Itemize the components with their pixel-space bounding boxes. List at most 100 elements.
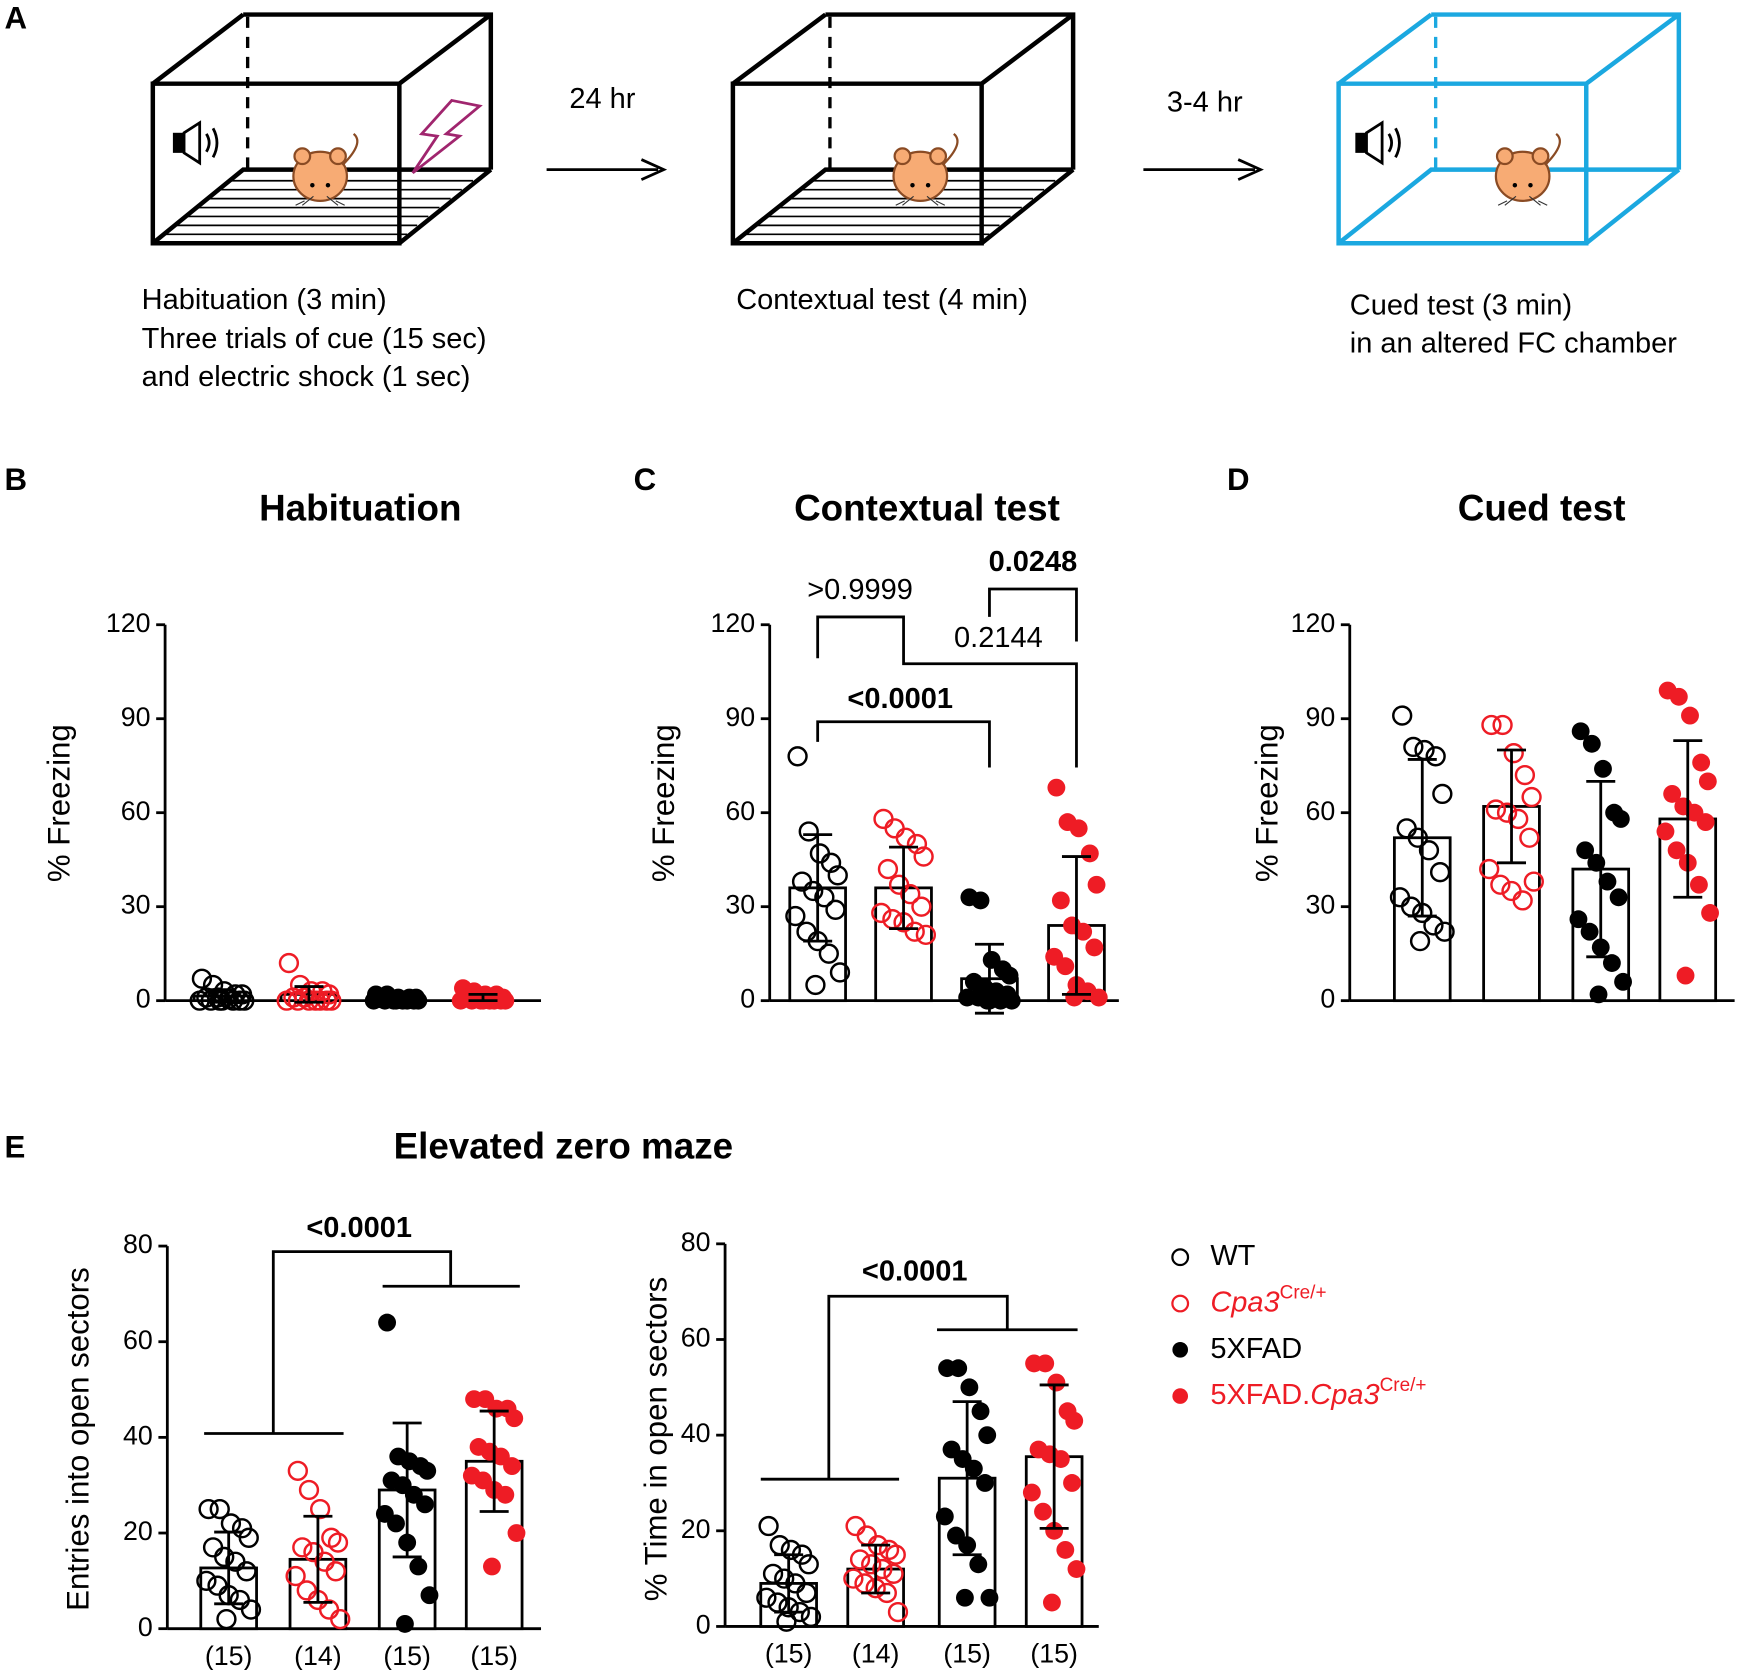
error-bar [294, 985, 324, 1004]
y-tick-label: 90 [1305, 702, 1335, 732]
data-point [214, 1546, 235, 1568]
chamber-2 [730, 12, 1076, 246]
arrow [546, 158, 668, 181]
data-point [1602, 954, 1621, 972]
data-point [1045, 1521, 1064, 1540]
data-point [1512, 890, 1533, 911]
data-point [409, 991, 428, 1010]
data-point [496, 991, 515, 1010]
data-point [1614, 972, 1632, 991]
data-point [1676, 966, 1695, 985]
data-point [1681, 706, 1699, 725]
error-bar [1497, 748, 1527, 865]
data-point [976, 1474, 994, 1492]
y-tick-label: 60 [121, 796, 151, 826]
data-point [978, 1426, 997, 1445]
y-tick-label: 80 [123, 1229, 153, 1259]
caption: and electric shock (1 sec) [142, 361, 471, 393]
error-bar [974, 942, 1004, 1015]
data-point [904, 921, 925, 942]
legend-text: 5XFAD. [1210, 1379, 1310, 1411]
data-point [1656, 822, 1675, 841]
y-axis-label: % Freezing [1250, 724, 1285, 882]
data-point [861, 1554, 882, 1575]
data-point [325, 1561, 346, 1582]
legend-text: Cre/+ [1280, 1282, 1327, 1303]
data-point [798, 821, 819, 842]
data-point [969, 1555, 988, 1574]
data-point [507, 1524, 526, 1542]
data-point [483, 1557, 501, 1576]
data-point [418, 1461, 437, 1480]
interval-label: 24 hr [569, 83, 635, 115]
data-point [191, 968, 213, 989]
data-point [198, 1498, 219, 1520]
data-point [913, 846, 934, 867]
data-point [906, 833, 928, 855]
error-bar [479, 1409, 509, 1513]
p-value: 0.0248 [989, 546, 1078, 578]
data-point [820, 852, 842, 873]
data-point [1056, 1541, 1075, 1559]
data-point [1074, 922, 1093, 941]
y-tick-label: 0 [740, 984, 755, 1014]
data-point [911, 896, 932, 917]
data-point [1587, 853, 1606, 872]
data-point [960, 1378, 979, 1397]
data-point [1589, 985, 1608, 1004]
x-tick-label: (15) [383, 1641, 431, 1670]
y-tick-label: 0 [136, 984, 151, 1014]
data-point [1089, 988, 1108, 1007]
data-point [827, 865, 848, 886]
data-point [978, 991, 997, 1010]
data-point [200, 990, 221, 1011]
data-point [955, 1588, 974, 1607]
error-bar [392, 1421, 422, 1559]
error-bar [1061, 855, 1091, 996]
y-axis-label: % Time in open sectors [638, 1277, 673, 1601]
caption: Contextual test (4 min) [736, 284, 1028, 316]
data-point [1490, 874, 1511, 895]
data-point [1002, 991, 1021, 1010]
data-point [871, 902, 892, 924]
x-tick-label: (15) [765, 1639, 813, 1669]
data-point [409, 1557, 428, 1576]
data-point [776, 1611, 797, 1632]
error-bar [1039, 1383, 1069, 1530]
chart-title: Contextual test [794, 488, 1060, 529]
data-point [1689, 875, 1708, 894]
error-bar [1586, 779, 1616, 959]
data-point [1432, 783, 1453, 805]
y-tick-label: 90 [121, 702, 151, 732]
data-point [1698, 772, 1717, 791]
data-point [1508, 808, 1529, 830]
data-point [1042, 1593, 1061, 1612]
data-point [1063, 1474, 1081, 1492]
data-point [1051, 891, 1070, 910]
data-point [1609, 888, 1628, 907]
y-axis-label: % Freezing [42, 724, 77, 882]
data-point [829, 962, 851, 983]
comparison-bracket [816, 720, 991, 768]
data-point [883, 1563, 904, 1584]
data-point [321, 990, 342, 1011]
data-point [1065, 988, 1084, 1007]
data-point [196, 1570, 217, 1592]
legend-text: WT [1210, 1240, 1255, 1272]
data-point [216, 1608, 237, 1630]
data-point [1701, 904, 1719, 922]
data-point [1056, 957, 1075, 976]
error-bar [889, 845, 919, 930]
comparison-bracket [988, 587, 1078, 642]
data-point [1434, 921, 1455, 942]
data-point [756, 1587, 777, 1608]
x-tick-label: (14) [852, 1639, 900, 1669]
data-point [1485, 799, 1507, 820]
y-tick-label: 90 [725, 702, 755, 732]
data-point [503, 1457, 521, 1475]
panel-label: A [4, 0, 27, 35]
arrow [1143, 158, 1264, 181]
data-point [758, 1515, 779, 1537]
data-point [900, 883, 921, 905]
chart-title: Cued test [1458, 488, 1626, 529]
